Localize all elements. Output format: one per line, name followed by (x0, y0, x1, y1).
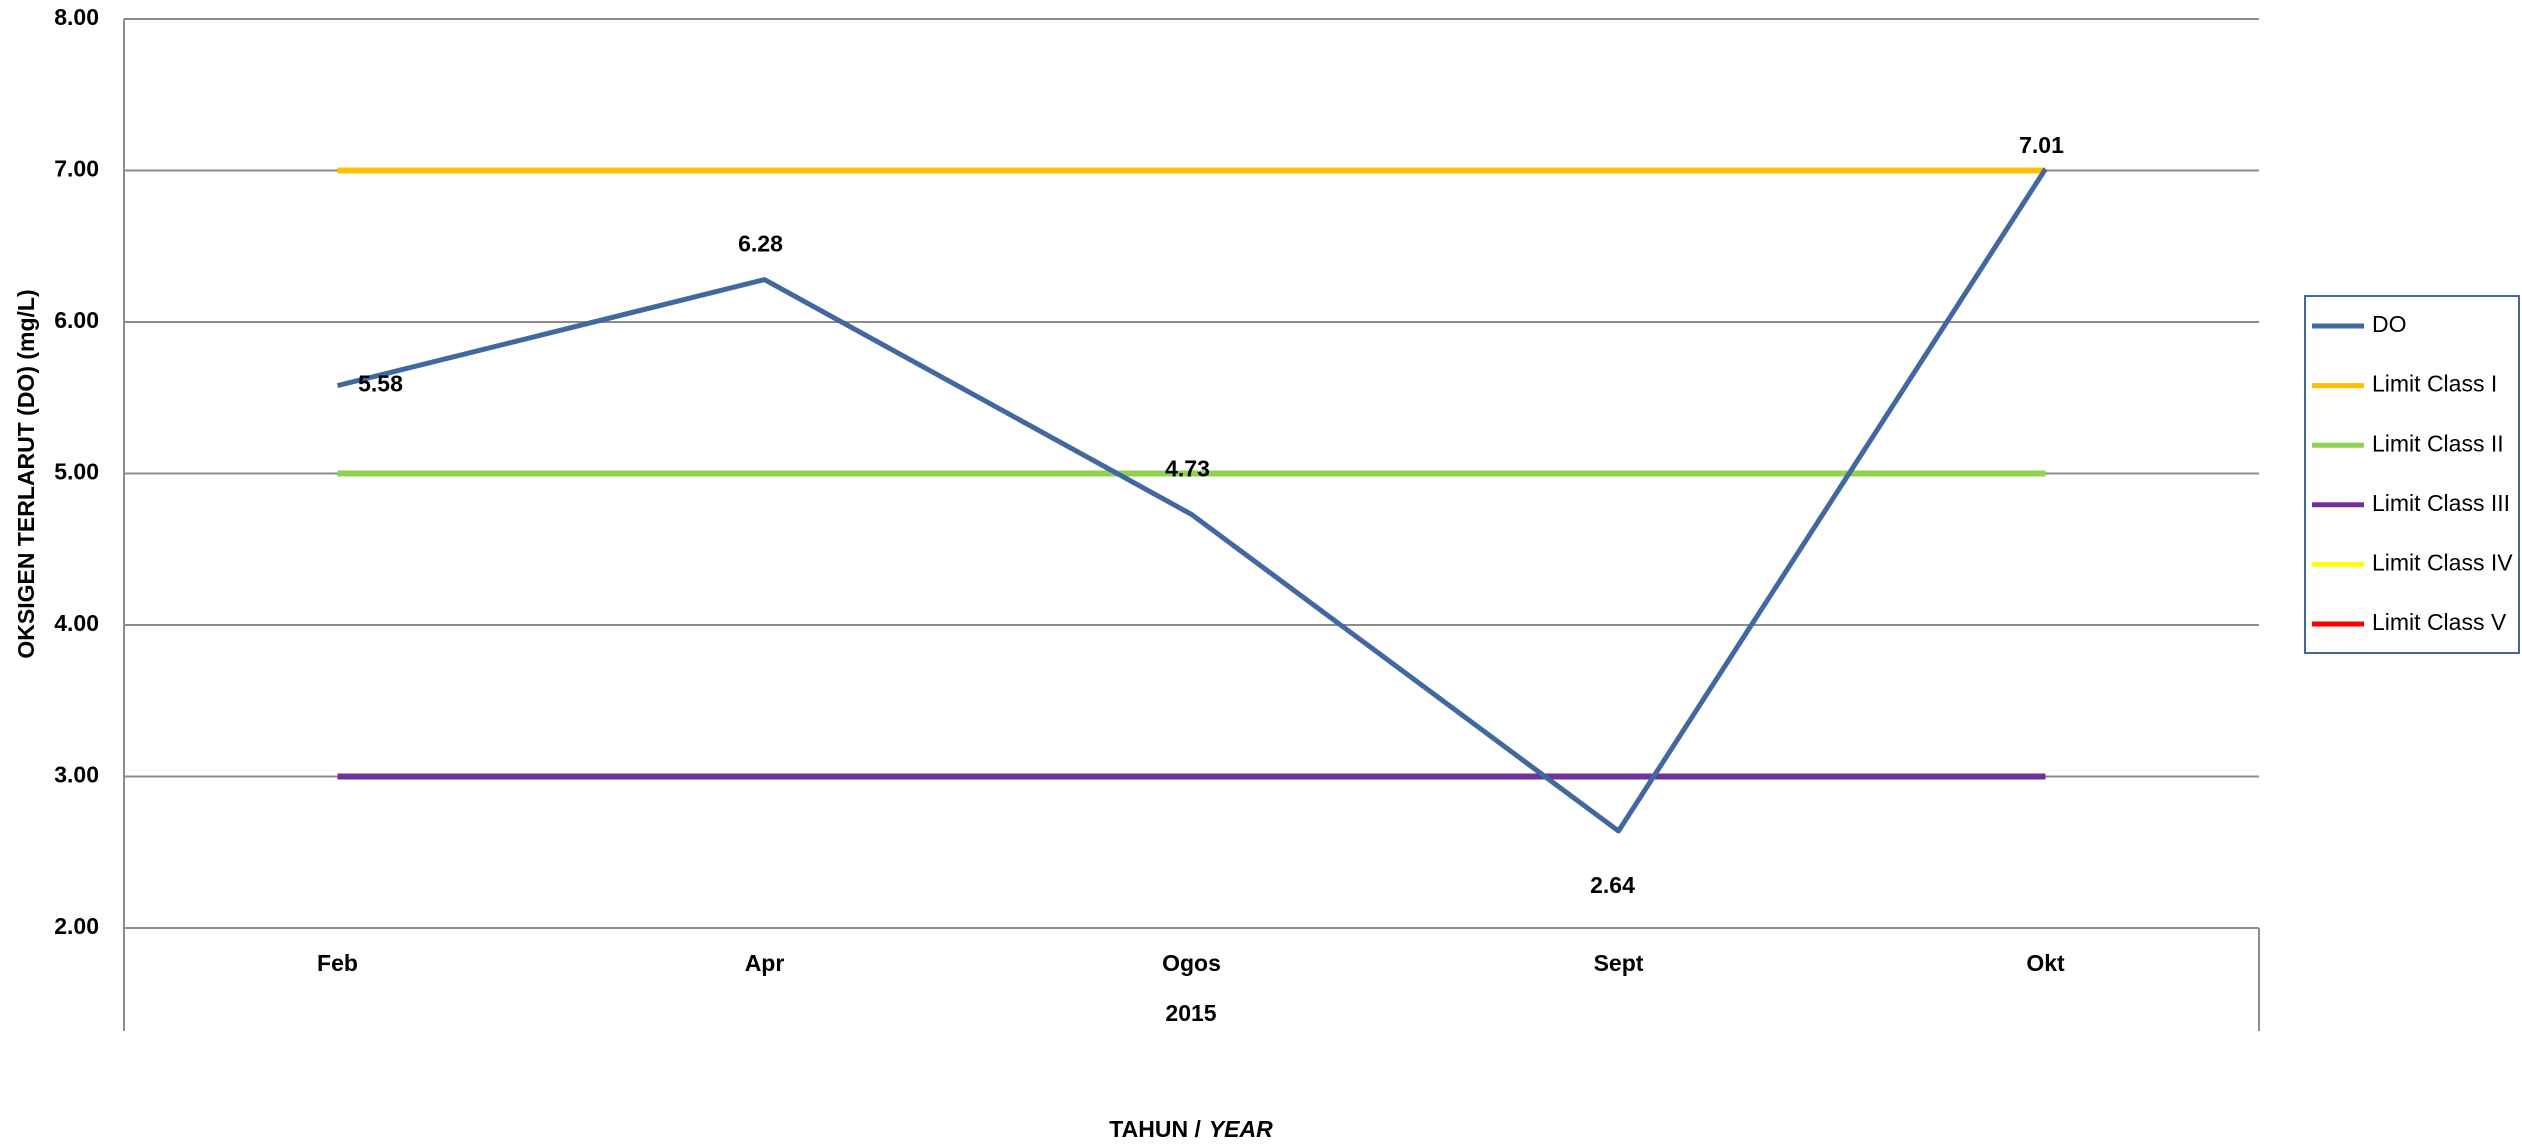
x-tick-label: Apr (745, 950, 785, 976)
y-tick-label: 3.00 (54, 762, 99, 788)
data-label: 4.73 (1165, 455, 1210, 481)
x-tick-label: Sept (1594, 950, 1644, 976)
legend-label: DO (2372, 311, 2407, 337)
x-axis-title-text: TAHUN / (1109, 1116, 1201, 1142)
y-tick-label: 6.00 (54, 307, 99, 333)
legend-label: Limit Class II (2372, 430, 2504, 456)
legend-box (2304, 295, 2520, 654)
data-label: 2.64 (1590, 872, 1635, 898)
y-axis-title: OKSIGEN TERLARUT (DO) (mg/L) (13, 289, 39, 658)
legend-label: Limit Class III (2372, 490, 2510, 516)
y-tick-label: 2.00 (54, 913, 99, 939)
data-label: 7.01 (2019, 132, 2064, 158)
series-line (336, 167, 2048, 834)
x-axis-title: TAHUN / YEAR (1109, 1116, 1273, 1142)
legend-label: Limit Class V (2372, 609, 2507, 635)
y-tick-label: 4.00 (54, 610, 99, 636)
legend-label: Limit Class IV (2372, 549, 2513, 575)
x-axis-title-emphasis: YEAR (1209, 1116, 1273, 1142)
data-label: 6.28 (738, 231, 783, 257)
data-label: 5.58 (358, 371, 403, 397)
y-tick-label: 5.00 (54, 459, 99, 485)
legend-label: Limit Class I (2372, 371, 2497, 397)
y-tick-label: 8.00 (54, 4, 99, 30)
y-tick-label: 7.00 (54, 156, 99, 182)
x-tick-label: Okt (2026, 950, 2065, 976)
x-tick-label: Ogos (1162, 950, 1221, 976)
category-group-label: 2015 (1165, 1000, 1216, 1026)
x-tick-label: Feb (317, 950, 358, 976)
